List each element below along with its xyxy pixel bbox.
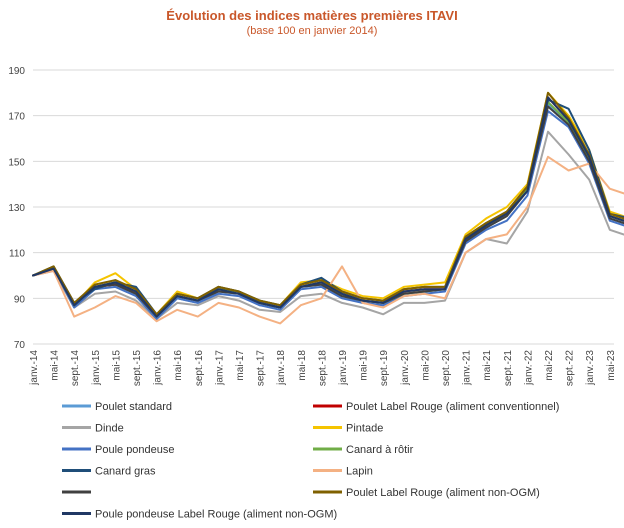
x-tick-label: janv.-19 [338,350,349,386]
series-line-5 [32,110,624,320]
x-tick-label: janv.-20 [400,350,411,386]
x-tick-label: sept.-16 [194,350,205,387]
x-tick-label: sept.-17 [256,350,267,387]
y-tick-label: 90 [14,294,26,305]
legend-label: Poulet standard [95,401,172,413]
x-tick-label: sept.-20 [441,350,452,387]
legend-label: Poulet Label Rouge (aliment conventionne… [346,401,559,413]
y-axis-ticks: 70 90 110 130 150 170 190 [8,66,25,351]
x-tick-label: mai-20 [420,350,431,381]
y-tick-label: 190 [8,66,25,77]
y-tick-label: 130 [8,203,25,214]
x-tick-label: sept.-18 [317,350,328,387]
x-tick-label: janv.-22 [523,350,534,386]
chart-title: Évolution des indices matières premières… [166,8,458,23]
legend-label: Lapin [346,466,373,478]
legend-label: Canard à rôtir [346,444,414,456]
x-tick-label: sept.-15 [132,350,143,387]
x-tick-label: mai-22 [544,350,555,381]
series-line-10 [32,91,624,316]
y-tick-label: 70 [14,340,26,351]
legend-label: Dinde [95,423,124,435]
chart-subtitle: (base 100 en janvier 2014) [246,25,378,37]
legend-label: Poule pondeuse [95,444,175,456]
x-tick-label: janv.-14 [29,350,40,386]
x-tick-label: janv.-17 [214,350,225,386]
series-lines [32,91,624,325]
x-tick-label: janv.-15 [91,350,102,386]
x-axis-ticks: janv.-14 mai-14 sept.-14 janv.-15 mai-15 sept… [29,350,617,387]
legend-label: Poulet Label Rouge (aliment non-OGM) [346,487,540,499]
x-tick-label: janv.-23 [585,350,596,386]
legend-label: Poule pondeuse Label Rouge (aliment non-… [95,509,337,521]
x-tick-label: mai-14 [50,350,61,381]
x-tick-label: janv.-21 [462,350,473,386]
y-tick-label: 150 [8,157,25,168]
x-tick-label: janv.-18 [276,350,287,386]
x-tick-label: mai-16 [173,350,184,381]
x-tick-label: sept.-21 [503,350,514,387]
x-tick-label: janv.-16 [153,350,164,386]
x-tick-label: sept.-14 [70,350,81,387]
y-tick-label: 170 [8,112,25,123]
series-line-11 [32,96,624,318]
x-tick-label: sept.-19 [379,350,390,387]
series-line-4 [32,91,624,316]
x-tick-label: mai-17 [235,350,246,381]
x-tick-label: mai-21 [482,350,493,381]
legend-label: Canard gras [95,466,156,478]
x-tick-label: mai-18 [297,350,308,381]
legend-label: Pintade [346,423,383,435]
y-tick-label: 110 [9,249,25,260]
x-tick-label: mai-23 [606,350,617,381]
legend: Poulet standard Poulet Label Rouge (alime… [62,401,559,521]
x-tick-label: mai-19 [359,350,370,381]
x-tick-label: mai-15 [111,350,122,381]
series-line-8 [32,155,624,325]
x-tick-label: sept.-22 [565,350,576,387]
